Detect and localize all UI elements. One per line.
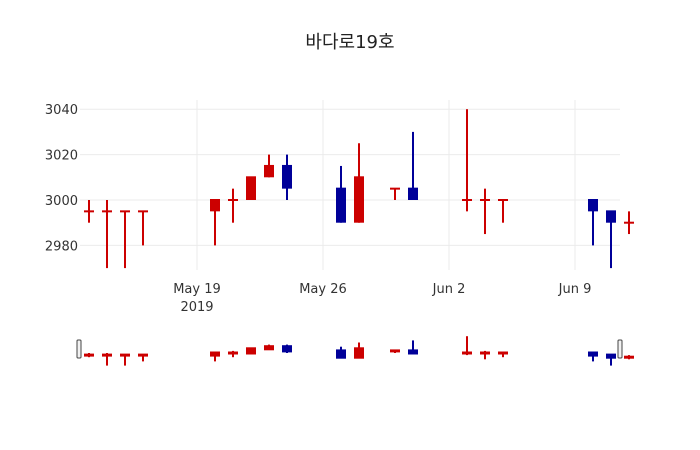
candle[interactable] xyxy=(408,131,418,200)
chart-title: 바다로19호 xyxy=(305,32,395,53)
y-tick-label: 3000 xyxy=(45,194,78,209)
range-slider-handle[interactable] xyxy=(617,339,623,359)
slider-candle xyxy=(462,336,472,356)
x-tick-label: Jun 2 xyxy=(432,282,466,297)
slider-candle xyxy=(228,350,238,358)
candle[interactable] xyxy=(228,188,238,223)
slider-candle xyxy=(264,344,274,351)
y-axis: 2980 3000 3020 3040 xyxy=(45,103,78,254)
candle[interactable] xyxy=(138,210,148,246)
slider-candle xyxy=(498,351,508,358)
candle[interactable] xyxy=(606,210,616,269)
x-axis: May 19 2019 May 26 Jun 2 Jun 9 xyxy=(173,282,591,315)
slider-candle xyxy=(354,342,364,359)
candle[interactable] xyxy=(462,109,472,212)
candle[interactable] xyxy=(390,187,400,200)
slider-candle xyxy=(588,351,598,362)
candle[interactable] xyxy=(264,154,274,178)
y-tick-label: 3040 xyxy=(45,103,78,118)
candle[interactable] xyxy=(498,199,508,223)
x-tick-label: May 26 xyxy=(299,282,347,297)
x-tick-label: May 19 xyxy=(173,282,221,297)
range-slider-handle[interactable] xyxy=(76,339,82,359)
x-tick-label: Jun 9 xyxy=(558,282,592,297)
candle[interactable] xyxy=(624,211,634,235)
slider-candle xyxy=(390,349,400,353)
slider-candle xyxy=(480,350,490,360)
slider-candle xyxy=(210,351,220,362)
slider-candle xyxy=(336,346,346,359)
y-tick-label: 3020 xyxy=(45,149,78,164)
candle[interactable] xyxy=(102,200,112,269)
candle[interactable] xyxy=(336,165,346,223)
slider-candle xyxy=(246,347,256,355)
slider-candle xyxy=(138,353,148,362)
slider-candle xyxy=(408,340,418,355)
candle[interactable] xyxy=(246,176,256,200)
slider-candle xyxy=(102,353,112,366)
y-tick-label: 2980 xyxy=(45,239,78,254)
slider-candle xyxy=(282,344,292,353)
candle[interactable] xyxy=(120,210,130,269)
candle[interactable] xyxy=(84,200,94,223)
slider-candle xyxy=(120,353,130,366)
candle[interactable] xyxy=(354,143,364,223)
slider-candle xyxy=(84,353,94,358)
candles[interactable] xyxy=(84,109,634,269)
candle[interactable] xyxy=(282,154,292,200)
candle[interactable] xyxy=(210,199,220,246)
x-tick-year: 2019 xyxy=(180,300,213,315)
slider-candle xyxy=(624,355,634,360)
slider-candle xyxy=(606,353,616,366)
candle[interactable] xyxy=(588,199,598,246)
candle[interactable] xyxy=(480,188,490,235)
gridlines xyxy=(80,100,620,270)
range-slider[interactable] xyxy=(76,336,634,366)
